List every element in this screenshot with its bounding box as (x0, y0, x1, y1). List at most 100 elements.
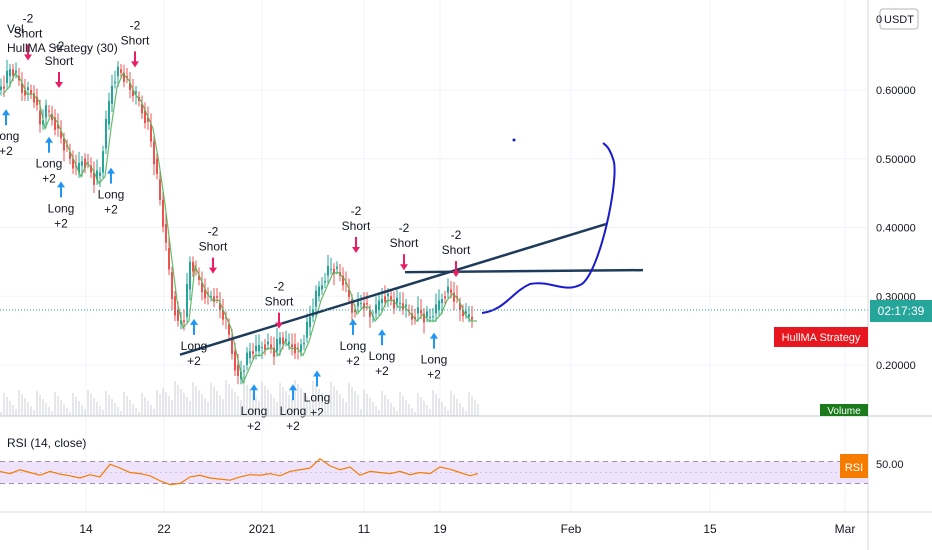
candle-body (231, 337, 233, 354)
volume-bar (441, 402, 443, 416)
candle-body (399, 303, 401, 305)
candle-body (285, 338, 287, 341)
candle-body (222, 310, 224, 320)
candle-body (99, 172, 101, 176)
volume-badge-text: Volume (827, 406, 861, 417)
candle-body (210, 296, 212, 298)
candle-body (42, 120, 44, 125)
volume-bar (234, 392, 236, 416)
candle-body (72, 158, 74, 169)
short-arrow-head (24, 54, 32, 61)
volume-bar (42, 399, 44, 416)
volume-bar (111, 399, 113, 416)
short-signal-qty: -2 (451, 228, 462, 242)
candle-body (150, 124, 152, 142)
candle-body (435, 304, 437, 314)
volume-bar (39, 395, 41, 416)
volume-bar (156, 390, 158, 416)
candle-body (54, 117, 56, 130)
candle-body (366, 303, 368, 305)
time-axis[interactable]: 14 22 2021 11 19 Feb 15 Mar (79, 522, 855, 536)
volume-bar (378, 410, 380, 416)
candle-body (396, 297, 398, 304)
volume-bar (423, 401, 425, 416)
rsi-legend[interactable]: RSI (14, close) (7, 436, 86, 450)
volume-bar (177, 385, 179, 416)
short-signal-qty: -2 (208, 225, 219, 239)
candle-body (303, 343, 305, 345)
long-arrow-head (57, 181, 65, 188)
candle-body (279, 337, 281, 345)
long-signal-qty: +2 (187, 354, 201, 368)
volume-bar (198, 390, 200, 416)
volume-bar (222, 399, 224, 416)
short-arrow-head (400, 264, 408, 271)
rsi-band (0, 461, 868, 484)
short-signal-label: Short (45, 54, 74, 68)
candle-body (24, 90, 26, 96)
candle-body (387, 293, 389, 297)
volume-bar (60, 400, 62, 416)
volume-bar (162, 388, 164, 416)
candle-body (9, 69, 11, 77)
candle-body (87, 162, 89, 164)
volume-bar (204, 398, 206, 416)
volume-bar (81, 405, 83, 416)
volume-bar (84, 409, 86, 416)
volume-bar (426, 405, 428, 416)
volume-bar (237, 396, 239, 416)
long-signal-label: Long (181, 339, 208, 353)
volume-bar (459, 403, 461, 416)
candle-body (381, 299, 383, 304)
volume-bar (264, 386, 266, 416)
short-signal-label: Short (265, 295, 294, 309)
candle-body (3, 86, 5, 89)
candle-body (462, 310, 464, 317)
long-signal-qty: +2 (427, 368, 441, 382)
volume-legend[interactable]: Vol (7, 22, 24, 36)
volume-bar (141, 393, 143, 416)
volume-bar (270, 394, 272, 416)
short-arrow-head (131, 61, 139, 68)
short-signal-qty: -2 (351, 204, 362, 218)
volume-bar (471, 396, 473, 416)
volume-bar (243, 381, 245, 416)
candle-body (153, 141, 155, 165)
volume-bar (186, 397, 188, 416)
strategy-legend[interactable]: HullMA Strategy (30) (7, 41, 118, 55)
user-drawings[interactable] (179, 138, 644, 356)
volume-bar (120, 411, 122, 416)
volume-bar (447, 410, 449, 416)
volume-bar (456, 399, 458, 416)
volume-bar (285, 391, 287, 416)
candle-body (33, 93, 35, 103)
short-signal-label: Short (121, 33, 150, 47)
volume-bar (228, 384, 230, 416)
candle-body (186, 283, 188, 317)
long-arrow-head (250, 384, 258, 391)
volume-bar (465, 411, 467, 416)
candle-body (123, 72, 125, 82)
unit-badge[interactable]: USDT (879, 8, 919, 30)
long-signal-qty: +2 (286, 419, 300, 433)
candle-body (141, 103, 143, 114)
candle-body (213, 296, 215, 302)
short-arrow-head (352, 247, 360, 253)
candle-body (102, 151, 104, 173)
time-tick-label: 22 (157, 522, 171, 536)
rsi-badge: RSI (840, 454, 868, 478)
short-signal-label: Short (14, 27, 43, 41)
volume-bar (291, 399, 293, 416)
candle-body (162, 200, 164, 227)
volume-bar (216, 391, 218, 416)
volume-bar (219, 395, 221, 416)
price-tick-partial: 0 (876, 14, 882, 26)
short-signal-label: Short (390, 236, 419, 250)
candle-body (453, 292, 455, 302)
candle-body (198, 275, 200, 280)
grid (0, 0, 868, 512)
candle-body (252, 351, 254, 354)
